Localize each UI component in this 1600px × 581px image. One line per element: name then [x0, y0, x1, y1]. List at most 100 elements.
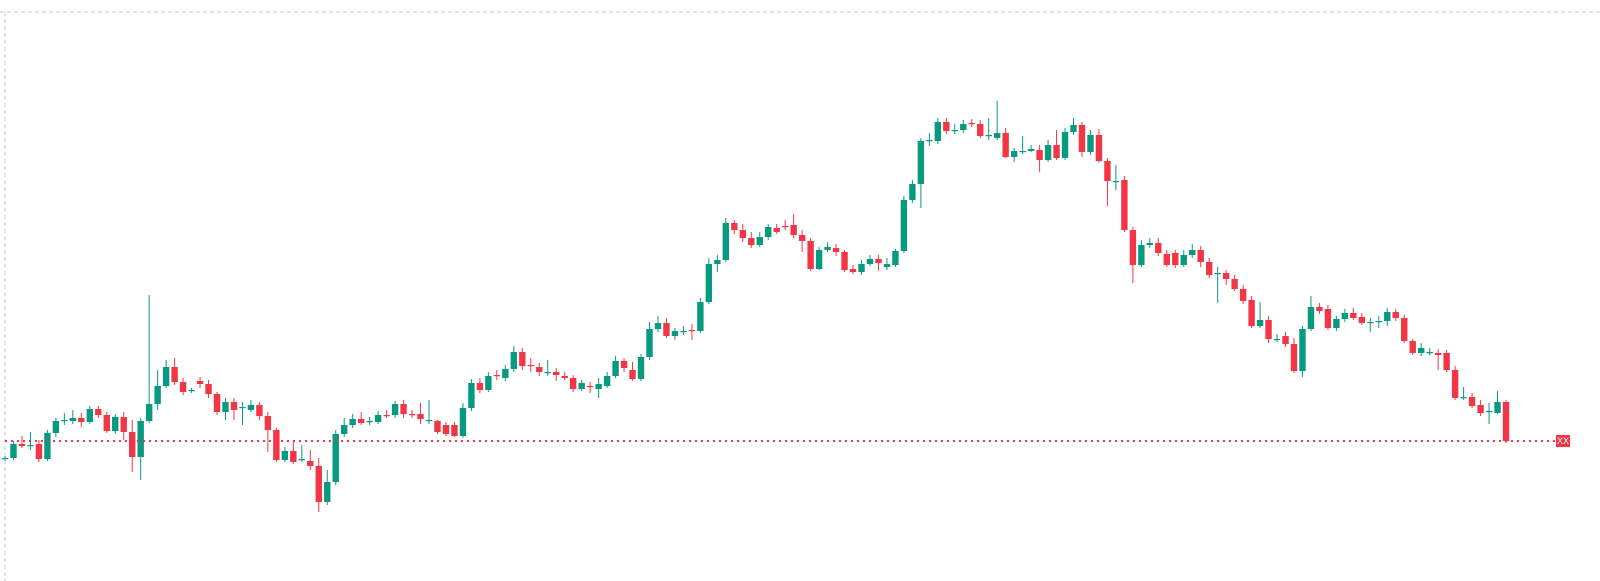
candle-body — [1239, 289, 1247, 301]
candle-body — [1138, 245, 1145, 265]
candle-body — [1180, 255, 1187, 265]
candle-body — [1265, 320, 1272, 339]
candle-body — [273, 430, 280, 460]
candle-body — [264, 416, 272, 430]
candle-body — [756, 237, 763, 245]
candle-body — [425, 420, 433, 422]
candle-body — [459, 408, 467, 436]
candle-body — [1307, 307, 1315, 329]
candle-body — [688, 330, 696, 332]
candle-body — [374, 415, 382, 422]
candle-body — [519, 352, 526, 366]
candle-body — [1485, 411, 1493, 413]
candle-body — [553, 372, 560, 375]
candle-body — [1409, 341, 1416, 353]
candle-body — [1248, 300, 1255, 326]
candle-body — [52, 421, 60, 433]
candle-body — [781, 226, 789, 228]
candle-body — [1197, 250, 1204, 262]
candle-body — [290, 451, 297, 462]
candle-body — [832, 248, 840, 252]
candle-body — [1053, 145, 1060, 158]
candle-body — [44, 433, 51, 459]
candle-body — [1443, 353, 1450, 370]
candle-body — [112, 417, 119, 431]
candle-body — [1367, 322, 1374, 324]
candle-body — [629, 370, 636, 379]
candle-body — [790, 225, 797, 235]
candle-body — [493, 375, 501, 377]
candle-body — [968, 123, 975, 125]
candle-body — [561, 376, 568, 378]
candle-body — [663, 323, 670, 336]
candle-body — [1282, 336, 1289, 344]
candle-body — [1273, 339, 1281, 341]
candle-body — [315, 466, 322, 502]
candle-body — [926, 140, 933, 142]
candle-body — [1290, 344, 1298, 371]
candle-body — [739, 230, 746, 238]
candle-body — [1095, 135, 1103, 161]
candle-body — [765, 227, 772, 237]
candle-body — [595, 384, 602, 389]
candle-body — [307, 461, 314, 466]
candle-body — [61, 420, 68, 422]
candle-body — [468, 383, 475, 408]
candle-body — [400, 404, 407, 414]
candle-body — [451, 425, 458, 436]
candle-body — [883, 264, 891, 267]
candle-body — [1417, 348, 1425, 353]
candle-body — [527, 365, 534, 367]
candle-body — [1222, 273, 1230, 279]
candle-body — [1036, 150, 1043, 160]
candle-body — [281, 451, 289, 460]
candle-body — [332, 434, 339, 482]
candle-body — [1392, 312, 1399, 318]
candle-body — [1401, 318, 1408, 341]
candle-body — [960, 124, 967, 130]
candle-body — [485, 376, 492, 390]
candle-body — [366, 421, 373, 423]
candle-body — [1155, 243, 1162, 253]
candle-body — [1231, 279, 1238, 289]
candle-body — [196, 381, 204, 384]
candle-body — [69, 418, 77, 421]
last-price-box — [1556, 435, 1570, 447]
candle-body — [230, 402, 238, 410]
candle-body — [35, 444, 43, 459]
candle-body — [1205, 262, 1213, 275]
candle-body — [1121, 180, 1128, 230]
candle-body — [391, 404, 399, 415]
candle-body — [86, 409, 94, 422]
candle-body — [383, 415, 390, 417]
candle-body — [1477, 405, 1484, 413]
candle-body — [1214, 273, 1221, 275]
candle-body — [536, 367, 543, 372]
candle-body — [1019, 151, 1026, 153]
candle-body — [1163, 254, 1170, 265]
candle-body — [1044, 145, 1052, 160]
candle-body — [1316, 307, 1323, 311]
candle-body — [807, 241, 814, 269]
candle-body — [892, 251, 899, 265]
candle-body — [697, 302, 704, 331]
candle-body — [1129, 230, 1137, 265]
candle-body — [748, 238, 755, 245]
candle-body — [442, 425, 450, 434]
candle-body — [1087, 135, 1094, 152]
candle-body — [1350, 313, 1357, 318]
candle-body — [408, 414, 416, 416]
candle-body — [1010, 151, 1018, 157]
candle-body — [1027, 149, 1035, 151]
candle-body — [417, 414, 424, 419]
candle-body — [357, 419, 365, 423]
candle-body — [646, 329, 653, 357]
candle-body — [1299, 329, 1306, 371]
candle-body — [213, 394, 221, 412]
candle-body — [1426, 352, 1433, 354]
candle-body — [917, 141, 925, 184]
candle-body — [239, 407, 246, 409]
candle-body — [993, 133, 1001, 138]
candle-body — [985, 135, 992, 137]
candle-body — [247, 405, 255, 410]
